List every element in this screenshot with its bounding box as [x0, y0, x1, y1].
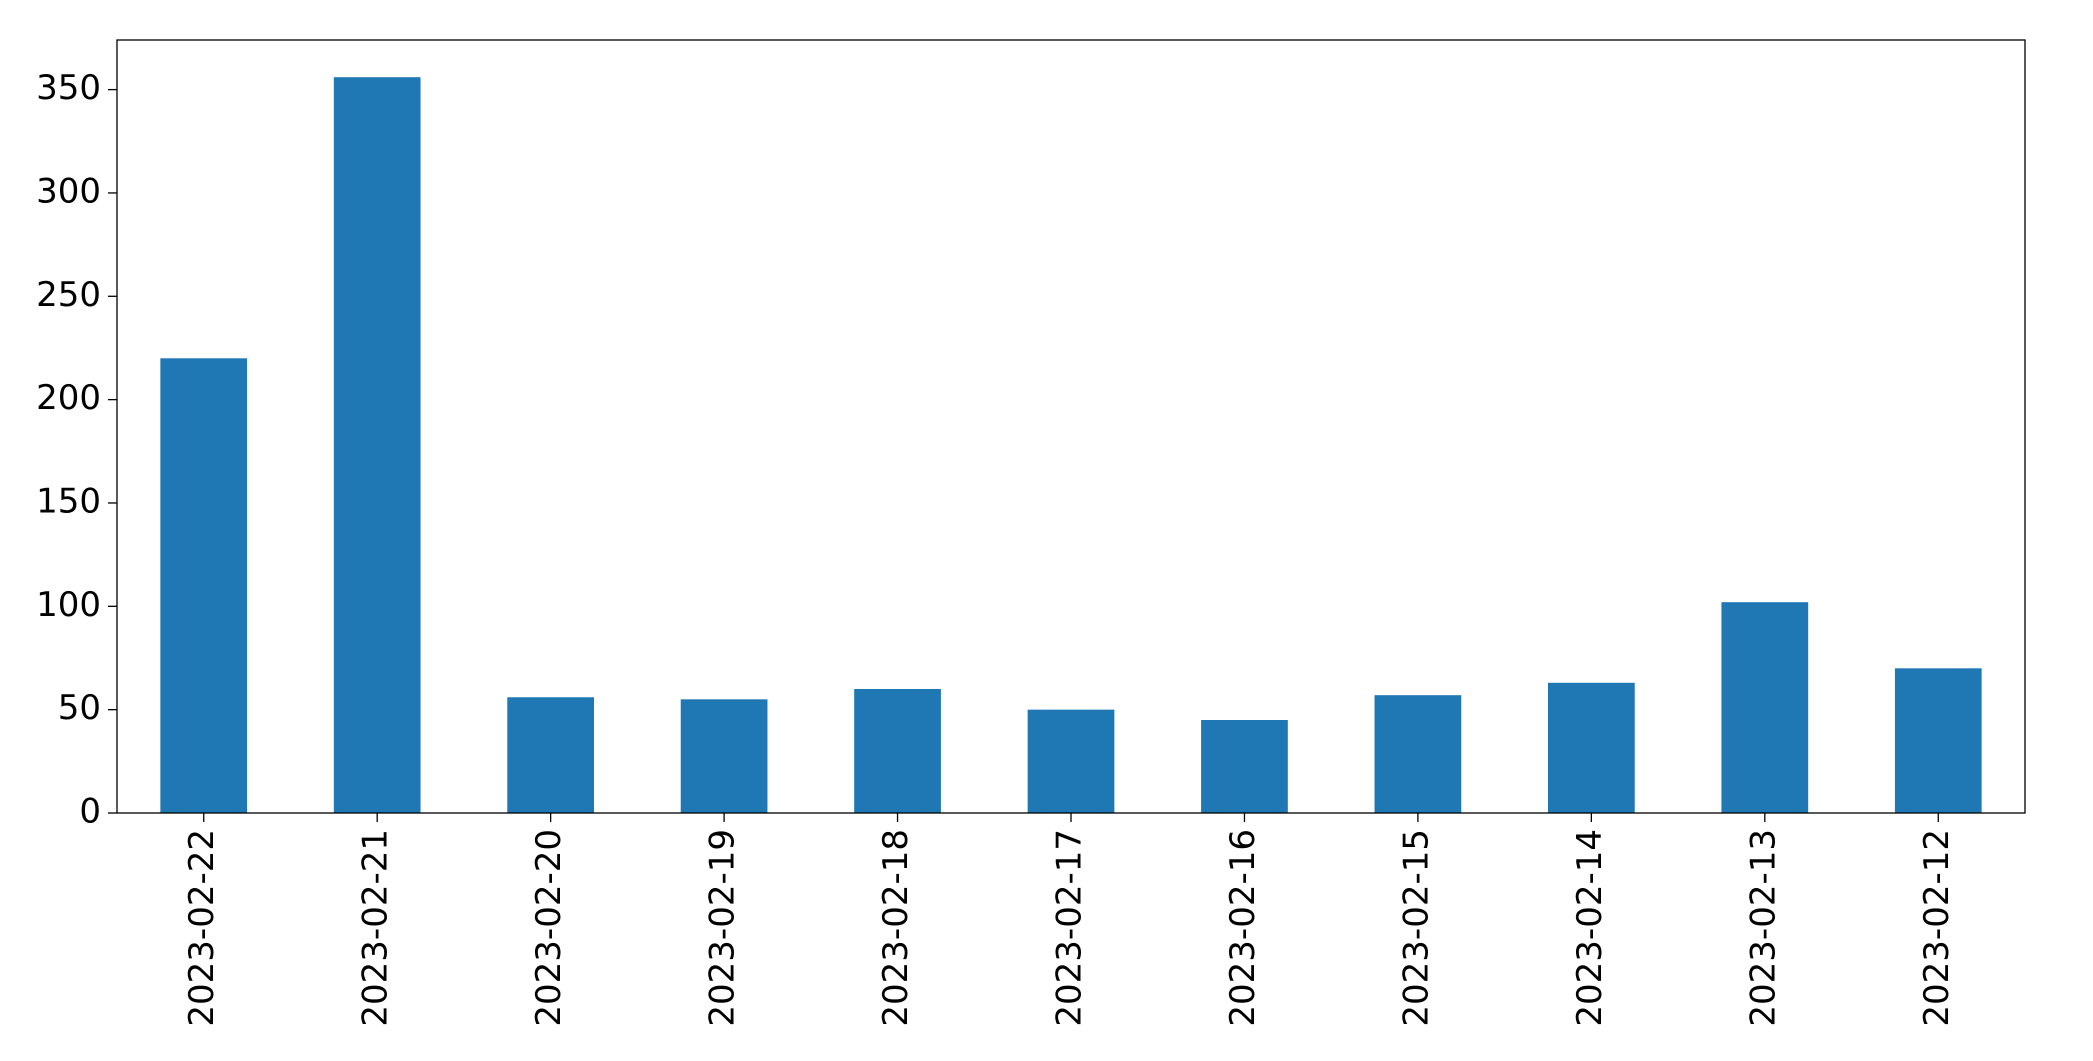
bar: [1374, 695, 1462, 813]
x-tick-label: 2023-02-13: [1743, 829, 1783, 1027]
y-tick-label: 0: [79, 792, 101, 832]
y-tick-label: 150: [36, 481, 101, 521]
bar: [1548, 682, 1635, 813]
x-tick-label: 2023-02-18: [876, 829, 916, 1027]
y-tick-label: 50: [58, 688, 101, 728]
plot-frame: [116, 39, 2026, 814]
x-tick-label: 2023-02-20: [529, 829, 569, 1027]
x-tick-label: 2023-02-17: [1050, 829, 1090, 1027]
y-tick-label: 200: [36, 378, 101, 418]
bar: [680, 699, 768, 813]
y-tick-label: 350: [36, 68, 101, 108]
bar: [1894, 668, 1982, 813]
x-tick-label: 2023-02-21: [356, 829, 396, 1027]
y-tick-label: 250: [36, 275, 101, 315]
y-tick-label: 300: [36, 171, 101, 211]
bar: [160, 358, 248, 813]
x-tick-label: 2023-02-16: [1223, 829, 1263, 1027]
bar: [333, 77, 421, 814]
y-tick-label: 100: [36, 585, 101, 625]
x-tick-label: 2023-02-12: [1917, 829, 1957, 1027]
bar: [1201, 719, 1288, 813]
x-tick-label: 2023-02-19: [703, 829, 743, 1027]
bar: [1027, 709, 1115, 813]
x-tick-label: 2023-02-14: [1570, 829, 1610, 1027]
x-tick-label: 2023-02-22: [182, 829, 222, 1027]
bar: [854, 688, 941, 813]
bar: [1721, 602, 1809, 813]
x-tick-label: 2023-02-15: [1396, 829, 1436, 1027]
bar: [507, 697, 594, 813]
